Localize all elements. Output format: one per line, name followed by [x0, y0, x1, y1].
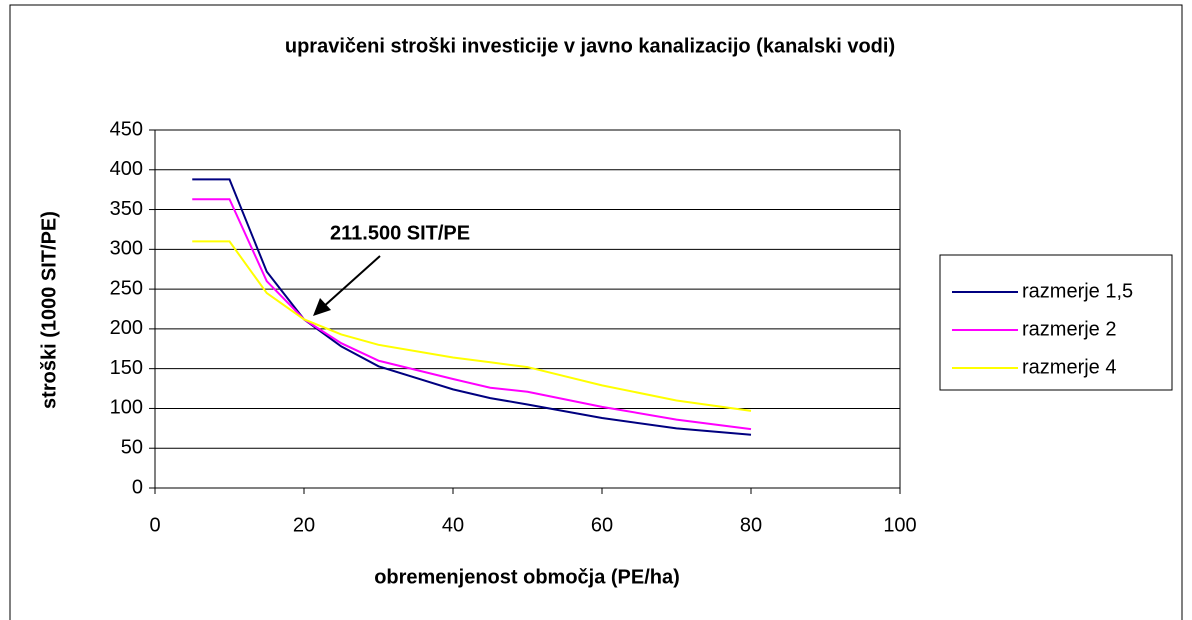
y-tick-label: 150	[110, 357, 143, 379]
x-tick-label: 20	[293, 514, 315, 536]
y-tick-label: 200	[110, 317, 143, 339]
y-tick-label: 400	[110, 158, 143, 180]
y-tick-label: 50	[121, 437, 143, 459]
annotation: 211.500 SIT/PE	[330, 222, 470, 244]
legend-label: razmerje 1,5	[1022, 280, 1133, 302]
x-tick-label: 60	[591, 514, 613, 536]
annotation-arrow	[313, 255, 381, 316]
y-axis-label: stroški (1000 SIT/PE)	[38, 211, 60, 409]
x-tick-label: 100	[883, 514, 916, 536]
y-tick-label: 100	[110, 397, 143, 419]
chart-title: upravičeni stroški investicije v javno k…	[285, 35, 895, 57]
series-line	[192, 178, 752, 436]
y-tick-label: 450	[110, 118, 143, 140]
x-tick-label: 0	[149, 514, 160, 536]
y-tick-label: 250	[110, 277, 143, 299]
arrow-head	[313, 298, 331, 316]
x-axis-label: obremenjenost območja (PE/ha)	[374, 566, 680, 588]
y-tick-label: 350	[110, 198, 143, 220]
x-tick-label: 80	[740, 514, 762, 536]
series-line	[192, 198, 752, 431]
legend-label: razmerje 4	[1022, 356, 1116, 378]
y-tick-label: 300	[110, 238, 143, 260]
y-tick-label: 0	[132, 476, 143, 498]
arrow-shaft	[321, 255, 381, 309]
legend-label: razmerje 2	[1022, 318, 1116, 340]
x-tick-label: 40	[442, 514, 464, 536]
series-line	[192, 240, 752, 412]
